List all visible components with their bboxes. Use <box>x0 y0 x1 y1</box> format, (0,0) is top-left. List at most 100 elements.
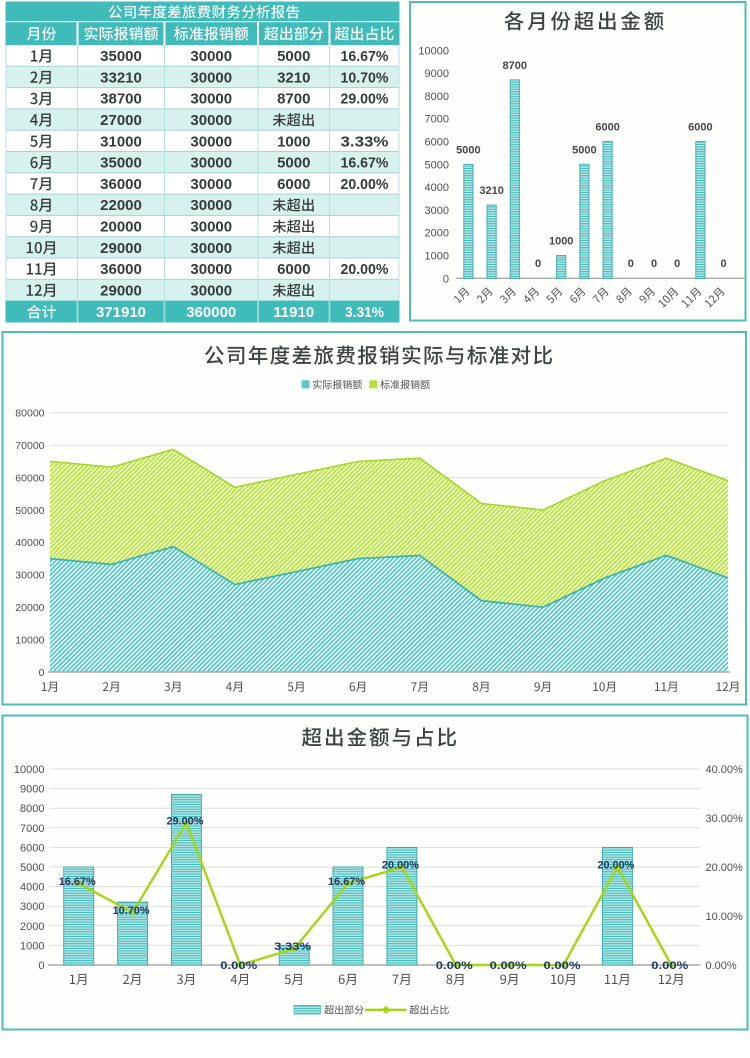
svg-text:0: 0 <box>628 258 634 270</box>
svg-text:3.33%: 3.33% <box>341 133 389 150</box>
svg-text:6000: 6000 <box>277 261 310 278</box>
svg-text:30000: 30000 <box>190 218 232 235</box>
svg-text:30000: 30000 <box>190 261 232 278</box>
svg-text:60000: 60000 <box>15 472 44 484</box>
svg-text:30000: 30000 <box>190 48 232 65</box>
svg-text:0.00%: 0.00% <box>544 960 581 972</box>
svg-text:0: 0 <box>721 258 727 270</box>
svg-text:0: 0 <box>535 258 541 270</box>
svg-text:0: 0 <box>38 960 44 972</box>
svg-text:5000: 5000 <box>456 144 480 156</box>
svg-text:30000: 30000 <box>190 282 232 299</box>
svg-text:70000: 70000 <box>15 440 44 452</box>
svg-text:7000: 7000 <box>425 114 449 126</box>
svg-text:3210: 3210 <box>277 69 310 86</box>
svg-text:30.00%: 30.00% <box>706 813 744 825</box>
svg-text:5000: 5000 <box>572 144 596 156</box>
svg-text:5000: 5000 <box>20 862 44 874</box>
svg-text:30000: 30000 <box>190 91 232 108</box>
svg-text:8000: 8000 <box>20 803 44 815</box>
svg-text:29.00%: 29.00% <box>166 815 203 827</box>
svg-text:20.00%: 20.00% <box>382 859 419 871</box>
svg-text:20.00%: 20.00% <box>706 862 744 874</box>
svg-text:0: 0 <box>674 258 680 270</box>
svg-text:3210: 3210 <box>479 185 503 197</box>
svg-text:10000: 10000 <box>14 764 45 776</box>
svg-text:20000: 20000 <box>100 218 142 235</box>
svg-text:16.67%: 16.67% <box>328 876 365 888</box>
svg-text:0: 0 <box>39 667 45 679</box>
svg-text:0: 0 <box>443 273 449 285</box>
svg-text:0.00%: 0.00% <box>220 960 257 972</box>
svg-text:33210: 33210 <box>100 69 142 86</box>
svg-text:11910: 11910 <box>273 304 314 321</box>
svg-text:9000: 9000 <box>425 68 449 80</box>
svg-text:1000: 1000 <box>425 250 449 262</box>
svg-text:16.67%: 16.67% <box>341 155 389 172</box>
svg-text:35000: 35000 <box>100 155 142 172</box>
svg-text:29000: 29000 <box>100 240 142 257</box>
svg-text:9000: 9000 <box>20 784 44 796</box>
svg-text:10.70%: 10.70% <box>113 905 150 917</box>
svg-text:1000: 1000 <box>20 940 44 952</box>
svg-text:20.00%: 20.00% <box>597 859 634 871</box>
svg-text:8000: 8000 <box>425 91 449 103</box>
svg-text:6000: 6000 <box>688 121 712 133</box>
svg-text:40000: 40000 <box>15 537 44 549</box>
svg-text:0.00%: 0.00% <box>651 960 688 972</box>
svg-text:8700: 8700 <box>503 60 527 72</box>
svg-text:8700: 8700 <box>277 91 310 108</box>
svg-text:30000: 30000 <box>190 240 232 257</box>
svg-text:30000: 30000 <box>15 570 44 582</box>
svg-text:6000: 6000 <box>277 176 310 193</box>
svg-text:20.00%: 20.00% <box>341 176 389 193</box>
svg-text:1000: 1000 <box>549 235 573 247</box>
svg-text:3000: 3000 <box>425 205 449 217</box>
svg-text:30000: 30000 <box>190 69 232 86</box>
svg-text:30000: 30000 <box>190 176 232 193</box>
svg-text:6000: 6000 <box>425 136 449 148</box>
svg-text:22000: 22000 <box>100 197 142 214</box>
svg-text:371910: 371910 <box>96 304 146 321</box>
svg-text:5000: 5000 <box>277 48 310 65</box>
svg-text:0.00%: 0.00% <box>436 960 473 972</box>
svg-text:10000: 10000 <box>418 45 449 57</box>
svg-text:36000: 36000 <box>100 176 142 193</box>
svg-text:20000: 20000 <box>15 602 44 614</box>
svg-text:3000: 3000 <box>20 901 44 913</box>
svg-text:30000: 30000 <box>190 197 232 214</box>
svg-text:3.31%: 3.31% <box>345 304 384 321</box>
svg-text:30000: 30000 <box>190 155 232 172</box>
svg-text:16.67%: 16.67% <box>341 48 389 65</box>
svg-text:4000: 4000 <box>20 882 44 894</box>
svg-text:36000: 36000 <box>100 261 142 278</box>
svg-text:29.00%: 29.00% <box>341 91 389 108</box>
svg-text:10000: 10000 <box>15 634 44 646</box>
svg-text:0.00%: 0.00% <box>706 960 737 972</box>
svg-text:16.67%: 16.67% <box>59 876 96 888</box>
svg-text:6000: 6000 <box>20 842 44 854</box>
svg-text:5000: 5000 <box>277 155 310 172</box>
svg-text:38700: 38700 <box>100 91 142 108</box>
svg-text:3.33%: 3.33% <box>274 941 311 953</box>
svg-text:1000: 1000 <box>277 133 310 150</box>
svg-text:35000: 35000 <box>100 48 142 65</box>
svg-text:2000: 2000 <box>20 921 44 933</box>
svg-text:10.70%: 10.70% <box>341 69 389 86</box>
svg-text:27000: 27000 <box>100 112 142 129</box>
svg-text:6000: 6000 <box>595 121 619 133</box>
svg-text:7000: 7000 <box>20 823 44 835</box>
svg-text:31000: 31000 <box>100 133 142 150</box>
svg-text:30000: 30000 <box>190 112 232 129</box>
svg-text:29000: 29000 <box>100 282 142 299</box>
svg-text:50000: 50000 <box>15 505 44 517</box>
svg-text:20.00%: 20.00% <box>341 261 389 278</box>
svg-text:10.00%: 10.00% <box>706 911 744 923</box>
svg-text:0.00%: 0.00% <box>490 960 527 972</box>
svg-text:80000: 80000 <box>15 408 44 420</box>
svg-text:40.00%: 40.00% <box>706 764 744 776</box>
svg-text:0: 0 <box>651 258 657 270</box>
svg-text:2000: 2000 <box>425 228 449 240</box>
svg-text:360000: 360000 <box>186 304 236 321</box>
svg-text:5000: 5000 <box>425 159 449 171</box>
